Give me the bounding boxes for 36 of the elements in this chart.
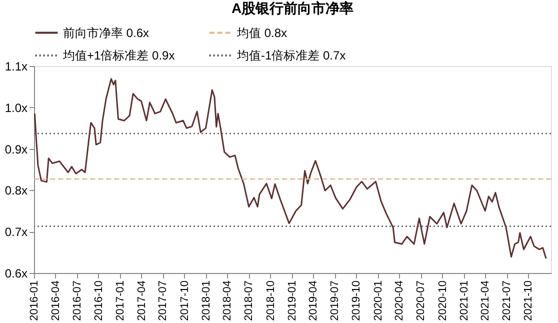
legend-label: 均值-1倍标准差 0.7x	[236, 48, 346, 62]
x-tick-label: 2021-10	[522, 280, 535, 321]
x-tick-label: 2018-01	[200, 280, 213, 321]
legend-label: 均值+1倍标准差 0.9x	[62, 48, 175, 62]
line-series	[34, 78, 547, 260]
x-tick-label: 2016-10	[92, 280, 105, 321]
x-tick-label: 2016-07	[71, 280, 84, 321]
x-tick-label: 2019-04	[308, 280, 320, 321]
x-tick-label: 2018-07	[243, 280, 256, 321]
x-tick-label: 2018-10	[264, 280, 277, 321]
legend-label: 前向市净率 0.6x	[63, 26, 150, 40]
x-tick-label: 2017-04	[136, 280, 148, 321]
x-tick-label: 2019-07	[329, 280, 342, 321]
x-tick-label: 2020-01	[372, 280, 384, 321]
y-tick-label: 1.0x	[4, 100, 28, 115]
x-tick-label: 2021-01	[458, 280, 470, 321]
y-tick-label: 0.9x	[4, 142, 28, 156]
x-tick-label: 2017-07	[157, 280, 170, 321]
x-tick-label: 2019-10	[350, 280, 363, 321]
x-tick-label: 2018-04	[222, 280, 234, 321]
x-tick-label: 2020-07	[415, 280, 428, 321]
x-tick-label: 2020-04	[394, 280, 406, 321]
x-tick-label: 2017-01	[114, 280, 127, 321]
x-tick-label: 2019-01	[286, 280, 298, 321]
y-tick-label: 0.6x	[4, 266, 28, 280]
x-tick-label: 2017-10	[178, 280, 191, 321]
x-tick-label: 2021-07	[501, 280, 514, 321]
y-tick-label: 0.8x	[4, 184, 28, 198]
y-tick-label: 0.7x	[4, 225, 28, 240]
y-tick-label: 1.1x	[4, 60, 28, 74]
x-tick-label: 2021-04	[480, 280, 492, 321]
x-tick-label: 2016-01	[28, 280, 40, 321]
x-tick-label: 2016-04	[50, 280, 62, 321]
chart-title: A股银行前向市净率	[231, 0, 354, 16]
legend-label: 均值 0.8x	[236, 26, 288, 40]
x-tick-label: 2020-10	[436, 280, 449, 321]
